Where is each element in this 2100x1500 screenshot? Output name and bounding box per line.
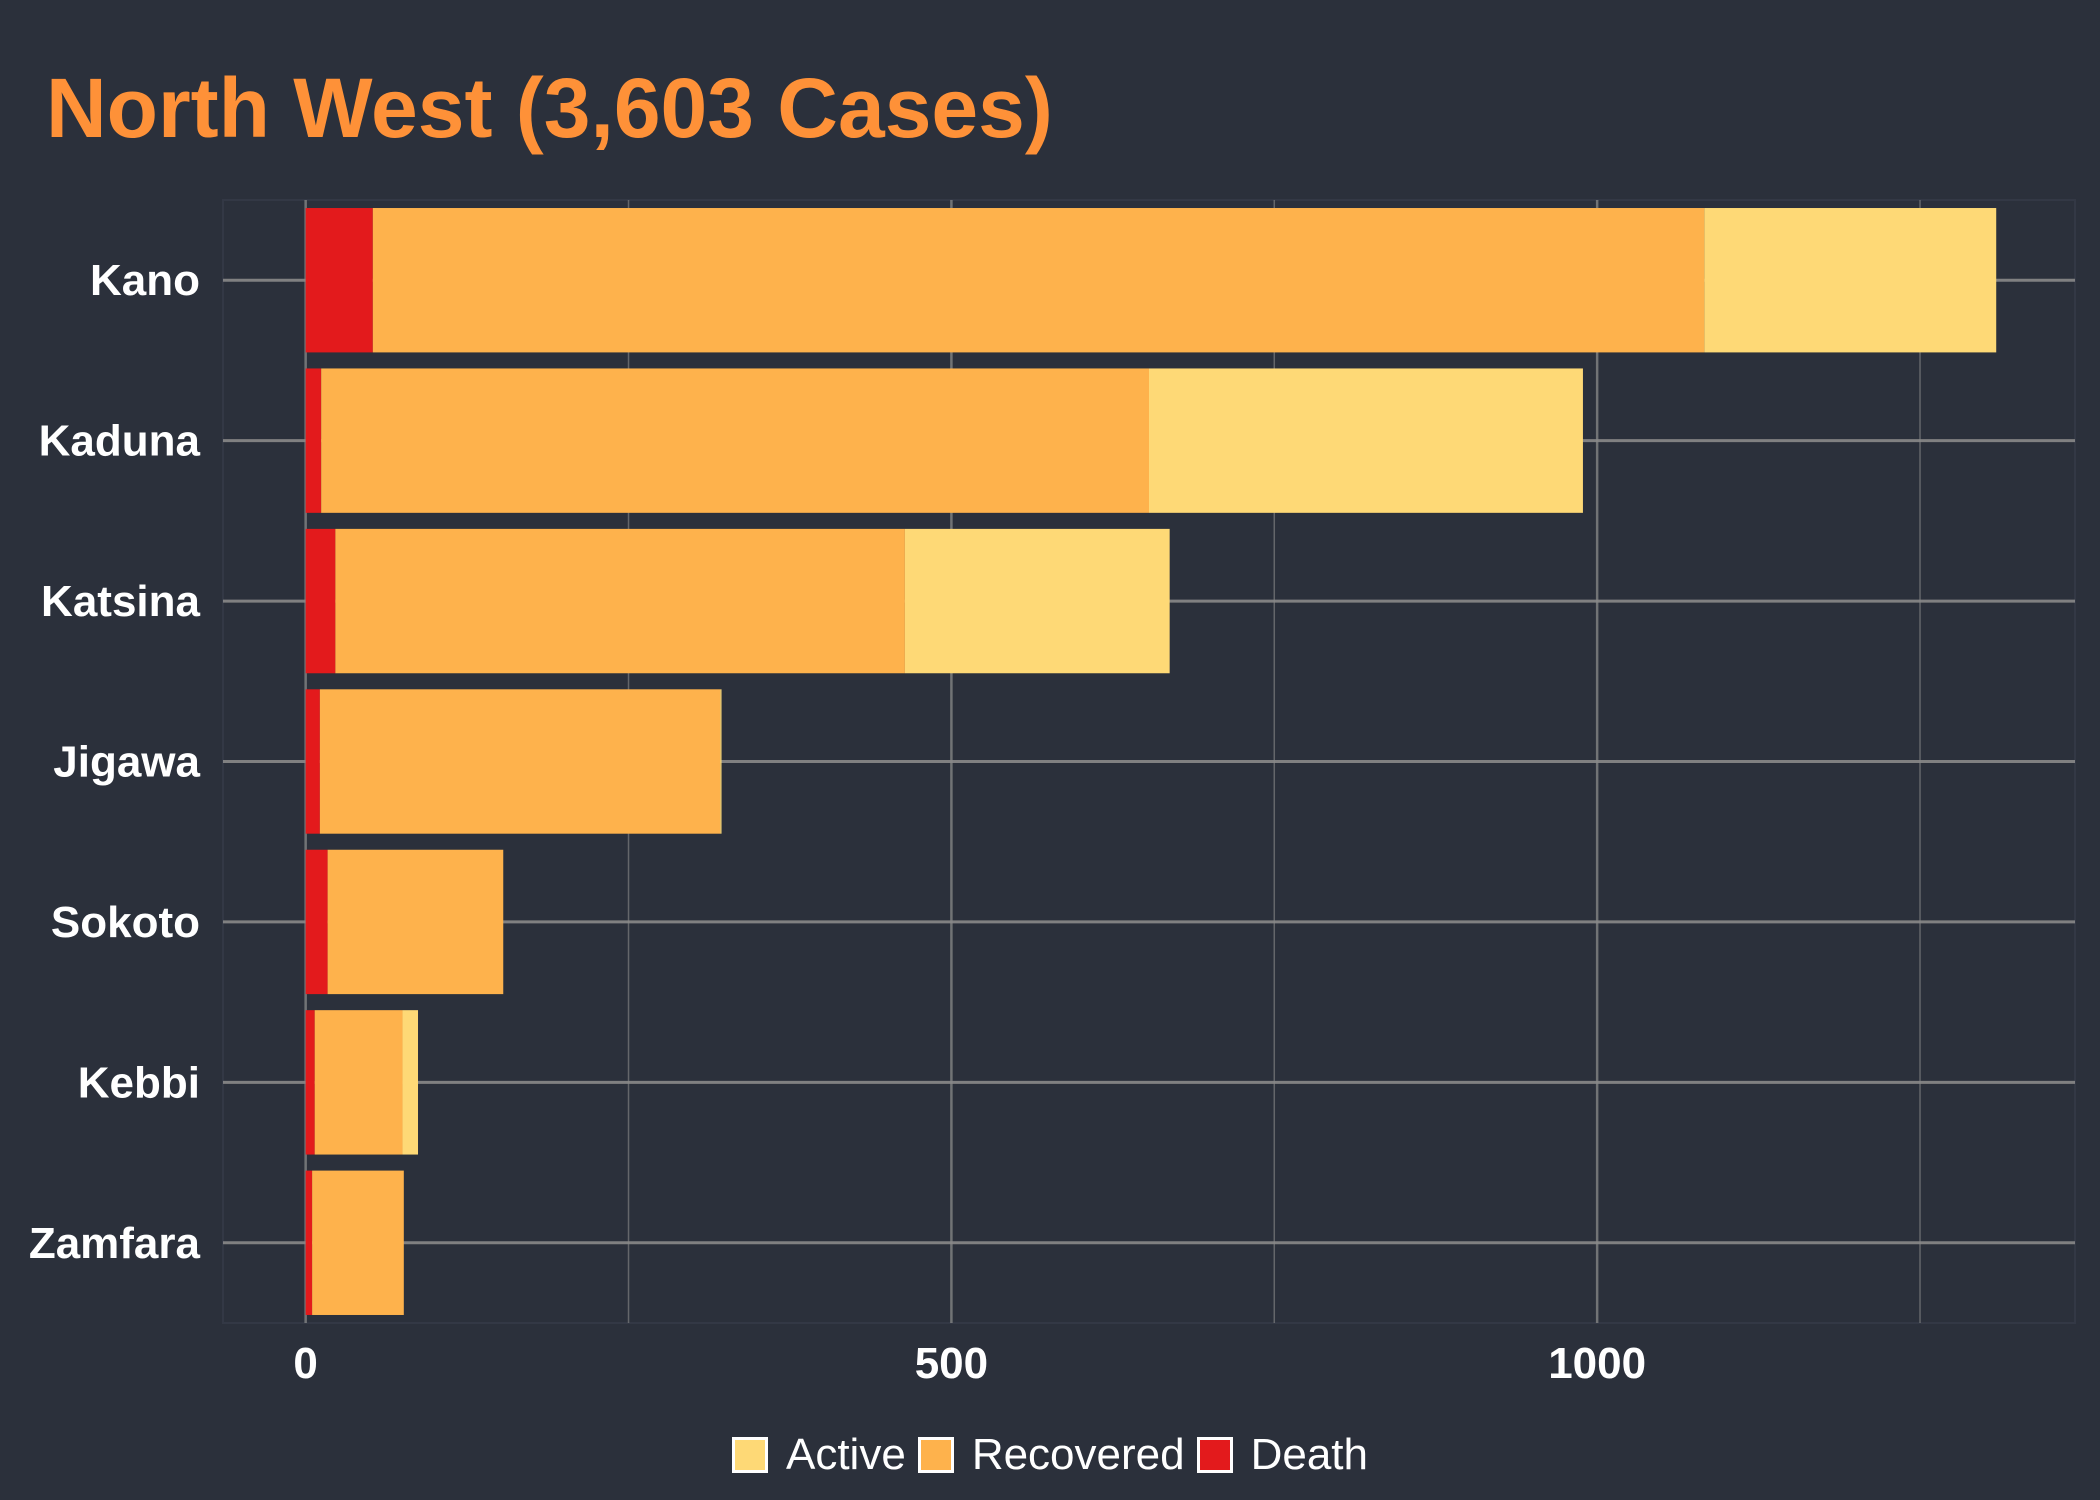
bar-jigawa-death [305, 689, 320, 834]
bar-kano-death [305, 208, 373, 353]
bar-kaduna-death [305, 368, 322, 513]
legend-label-active: Active [785, 1430, 906, 1479]
bar-katsina-active [904, 528, 1170, 674]
legend: Active Recovered Death [0, 1430, 2100, 1480]
bar-kebbi-death [305, 1010, 315, 1155]
category-label-zamfara: Zamfara [29, 1219, 201, 1268]
legend-swatch-active [731, 1437, 768, 1473]
x-tick-label-0: 0 [293, 1339, 317, 1388]
bar-kebbi-active [402, 1010, 419, 1155]
axis-labels: Kano Kaduna Katsina Jigawa Sokoto Kebbi Zamfar… [29, 256, 1646, 1388]
legend-swatch-recovered [917, 1437, 954, 1473]
category-label-sokoto: Sokoto [51, 898, 200, 947]
bars [305, 208, 1997, 1315]
legend-item-recovered: Recovered [917, 1430, 1185, 1480]
bar-kano-active [1704, 208, 1997, 353]
bar-sokoto-recovered [327, 849, 504, 995]
legend-label-recovered: Recovered [971, 1430, 1185, 1479]
legend-item-active: Active [731, 1430, 906, 1480]
bar-zamfara-recovered [312, 1170, 404, 1315]
category-label-kano: Kano [90, 256, 200, 305]
bar-katsina-recovered [335, 528, 905, 674]
x-tick-label-500: 500 [915, 1339, 988, 1388]
bar-kano-recovered [372, 208, 1705, 353]
category-label-jigawa: Jigawa [53, 738, 200, 787]
category-label-katsina: Katsina [41, 577, 200, 626]
bar-jigawa-recovered [319, 689, 721, 834]
legend-swatch-death [1196, 1437, 1233, 1473]
chart-title: North West (3,603 Cases) [46, 61, 1053, 155]
bar-kebbi-recovered [314, 1010, 403, 1155]
legend-label-death: Death [1250, 1430, 1369, 1479]
category-label-kaduna: Kaduna [39, 417, 201, 466]
bar-sokoto-death [305, 849, 328, 995]
bar-jigawa-active [720, 689, 722, 834]
bar-kaduna-recovered [321, 368, 1149, 513]
bar-kaduna-active [1149, 368, 1583, 513]
bar-katsina-death [305, 528, 336, 674]
legend-item-death: Death [1196, 1430, 1369, 1480]
bar-zamfara-death [305, 1170, 313, 1315]
category-label-kebbi: Kebbi [78, 1058, 200, 1107]
x-tick-label-1000: 1000 [1548, 1339, 1646, 1388]
